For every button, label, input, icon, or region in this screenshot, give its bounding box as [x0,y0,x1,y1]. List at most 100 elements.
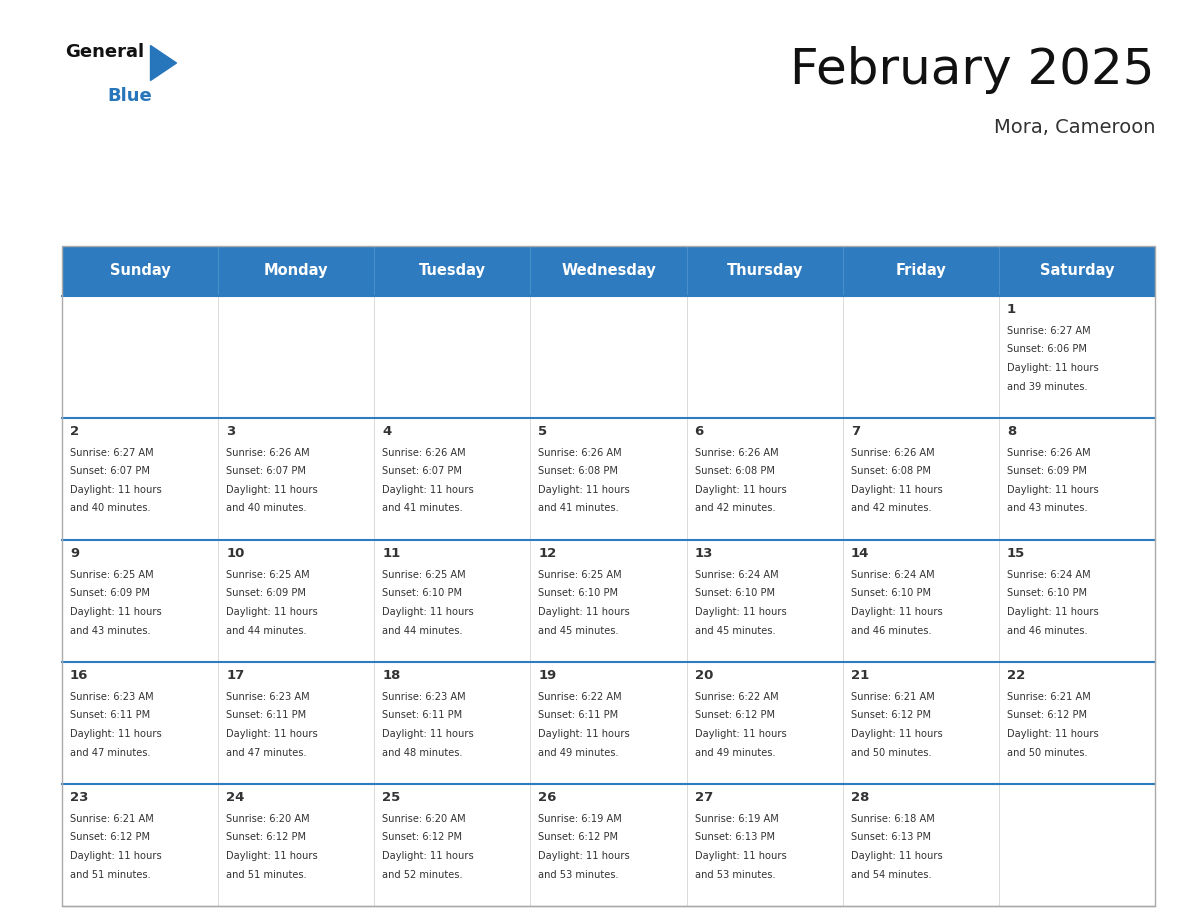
Text: Sunrise: 6:27 AM: Sunrise: 6:27 AM [70,448,153,458]
Text: Daylight: 11 hours: Daylight: 11 hours [383,851,474,861]
Text: Sunrise: 6:26 AM: Sunrise: 6:26 AM [226,448,310,458]
Text: 17: 17 [226,669,245,682]
Text: 12: 12 [538,547,557,560]
Bar [687,784,842,906]
Text: Sunrise: 6:23 AM: Sunrise: 6:23 AM [226,692,310,702]
Text: Sunrise: 6:25 AM: Sunrise: 6:25 AM [70,570,153,580]
Text: Daylight: 11 hours: Daylight: 11 hours [1007,363,1099,373]
Text: and 52 minutes.: and 52 minutes. [383,869,463,879]
Text: 23: 23 [70,791,88,804]
Text: 9: 9 [70,547,80,560]
Text: Sunrise: 6:26 AM: Sunrise: 6:26 AM [538,448,623,458]
Text: Sunrise: 6:19 AM: Sunrise: 6:19 AM [538,814,623,824]
Bar [842,296,999,418]
Bar [530,296,687,418]
Text: 22: 22 [1007,669,1025,682]
Text: Tuesday: Tuesday [419,263,486,278]
Bar [374,784,530,906]
Text: 26: 26 [538,791,557,804]
Text: Daylight: 11 hours: Daylight: 11 hours [383,485,474,495]
Text: 24: 24 [226,791,245,804]
Text: Sunrise: 6:19 AM: Sunrise: 6:19 AM [695,814,778,824]
Text: 16: 16 [70,669,88,682]
Text: and 46 minutes.: and 46 minutes. [1007,625,1087,635]
Text: Sunrise: 6:23 AM: Sunrise: 6:23 AM [70,692,153,702]
Text: 27: 27 [695,791,713,804]
Text: 21: 21 [851,669,868,682]
Text: and 39 minutes.: and 39 minutes. [1007,382,1087,391]
Text: Daylight: 11 hours: Daylight: 11 hours [851,729,942,739]
Text: Sunset: 6:12 PM: Sunset: 6:12 PM [851,711,930,721]
Polygon shape [151,46,177,81]
Text: and 44 minutes.: and 44 minutes. [383,625,463,635]
Text: Sunrise: 6:20 AM: Sunrise: 6:20 AM [226,814,310,824]
Text: Sunset: 6:09 PM: Sunset: 6:09 PM [1007,466,1087,476]
Text: and 53 minutes.: and 53 minutes. [538,869,619,879]
Text: Daylight: 11 hours: Daylight: 11 hours [70,485,162,495]
Text: and 46 minutes.: and 46 minutes. [851,625,931,635]
Text: 6: 6 [695,425,703,438]
Text: 20: 20 [695,669,713,682]
Bar [374,662,530,784]
Text: and 50 minutes.: and 50 minutes. [1007,747,1087,757]
Text: Sunset: 6:10 PM: Sunset: 6:10 PM [383,588,462,599]
Bar [999,296,1155,418]
Text: Daylight: 11 hours: Daylight: 11 hours [1007,607,1099,617]
Text: Daylight: 11 hours: Daylight: 11 hours [1007,729,1099,739]
Text: Sunset: 6:09 PM: Sunset: 6:09 PM [226,588,307,599]
Text: Daylight: 11 hours: Daylight: 11 hours [1007,485,1099,495]
Text: Sunrise: 6:21 AM: Sunrise: 6:21 AM [851,692,935,702]
Text: 14: 14 [851,547,870,560]
Bar [687,662,842,784]
Text: and 41 minutes.: and 41 minutes. [383,503,463,513]
Text: and 45 minutes.: and 45 minutes. [695,625,776,635]
Text: Daylight: 11 hours: Daylight: 11 hours [70,729,162,739]
Text: Sunrise: 6:21 AM: Sunrise: 6:21 AM [1007,692,1091,702]
Text: Sunset: 6:08 PM: Sunset: 6:08 PM [695,466,775,476]
Text: 28: 28 [851,791,870,804]
Text: Sunrise: 6:26 AM: Sunrise: 6:26 AM [383,448,466,458]
Text: Sunset: 6:07 PM: Sunset: 6:07 PM [226,466,307,476]
Bar [842,540,999,662]
Text: Thursday: Thursday [726,263,803,278]
Text: and 42 minutes.: and 42 minutes. [851,503,931,513]
Text: Daylight: 11 hours: Daylight: 11 hours [538,851,630,861]
Bar [842,418,999,540]
Text: Sunset: 6:10 PM: Sunset: 6:10 PM [851,588,930,599]
Text: 13: 13 [695,547,713,560]
Text: 25: 25 [383,791,400,804]
Bar [842,662,999,784]
Text: and 47 minutes.: and 47 minutes. [226,747,307,757]
Bar [999,540,1155,662]
Text: Daylight: 11 hours: Daylight: 11 hours [538,607,630,617]
Text: Daylight: 11 hours: Daylight: 11 hours [226,607,318,617]
Text: Daylight: 11 hours: Daylight: 11 hours [383,607,474,617]
Text: Sunset: 6:12 PM: Sunset: 6:12 PM [70,833,150,843]
Text: Sunset: 6:10 PM: Sunset: 6:10 PM [695,588,775,599]
Text: Daylight: 11 hours: Daylight: 11 hours [695,607,786,617]
Text: Sunset: 6:08 PM: Sunset: 6:08 PM [538,466,618,476]
Text: Sunrise: 6:25 AM: Sunrise: 6:25 AM [538,570,623,580]
Bar [219,784,374,906]
Text: Mora, Cameroon: Mora, Cameroon [993,118,1155,137]
Bar [219,418,374,540]
Text: 10: 10 [226,547,245,560]
Text: Sunrise: 6:24 AM: Sunrise: 6:24 AM [851,570,934,580]
Text: and 49 minutes.: and 49 minutes. [695,747,776,757]
Text: 7: 7 [851,425,860,438]
Text: Wednesday: Wednesday [561,263,656,278]
Text: Daylight: 11 hours: Daylight: 11 hours [226,485,318,495]
Text: Sunset: 6:13 PM: Sunset: 6:13 PM [851,833,930,843]
Text: Sunset: 6:07 PM: Sunset: 6:07 PM [383,466,462,476]
Bar [62,540,219,662]
Text: Sunset: 6:12 PM: Sunset: 6:12 PM [538,833,619,843]
Bar [687,418,842,540]
Text: Daylight: 11 hours: Daylight: 11 hours [383,729,474,739]
Bar [62,296,219,418]
Text: Sunset: 6:13 PM: Sunset: 6:13 PM [695,833,775,843]
Text: Sunrise: 6:26 AM: Sunrise: 6:26 AM [695,448,778,458]
Text: Sunset: 6:10 PM: Sunset: 6:10 PM [1007,588,1087,599]
Bar [687,296,842,418]
Text: Daylight: 11 hours: Daylight: 11 hours [851,851,942,861]
Text: and 54 minutes.: and 54 minutes. [851,869,931,879]
